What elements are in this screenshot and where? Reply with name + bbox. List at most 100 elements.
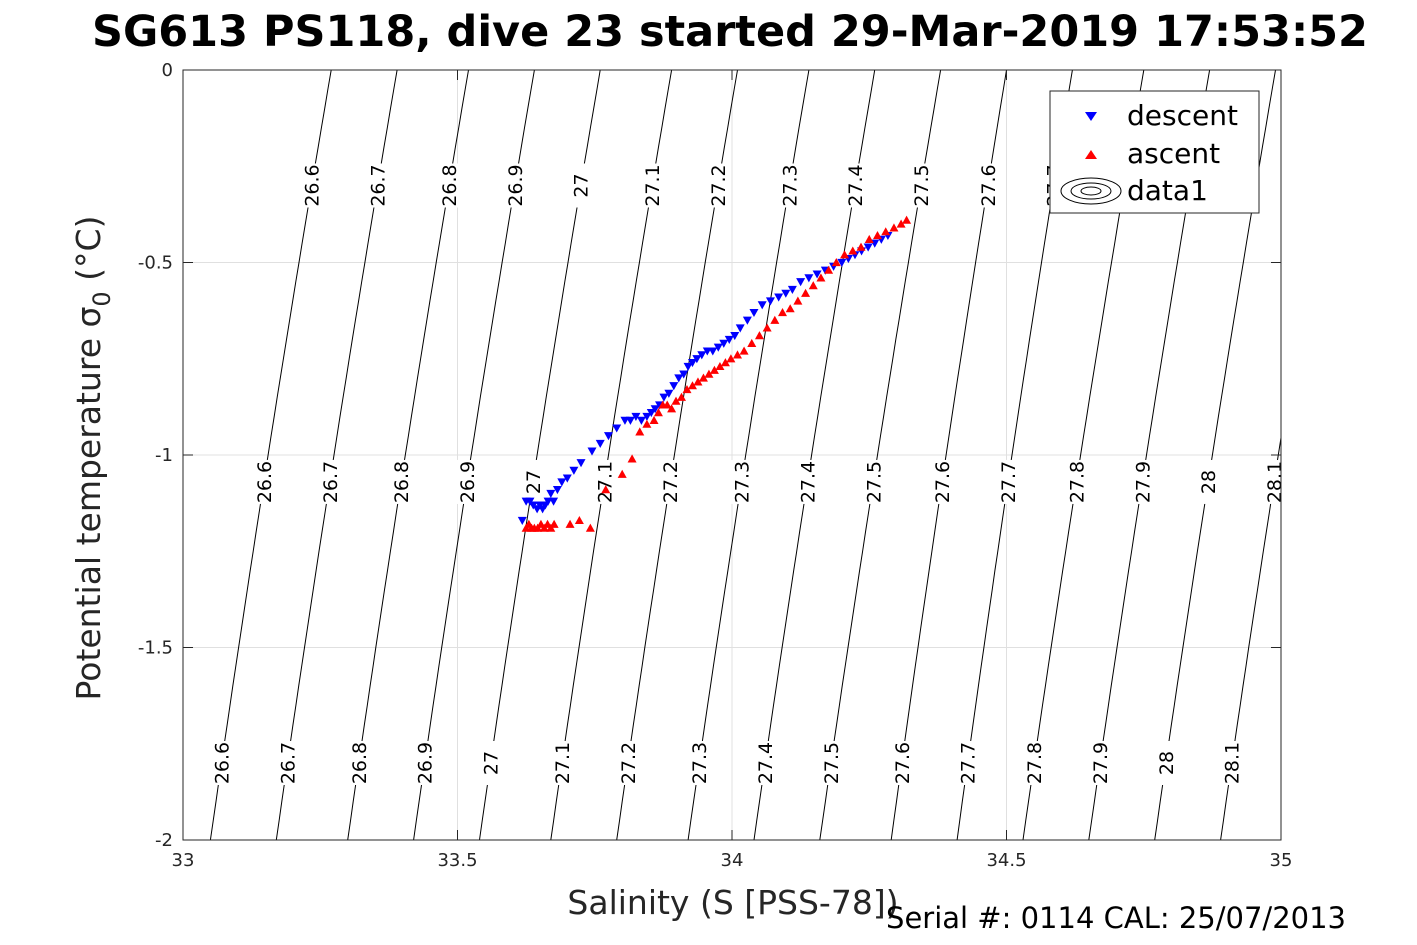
descent-point: [749, 308, 759, 318]
contour-label: 27.1: [642, 164, 664, 206]
contour-label: 27: [571, 173, 593, 197]
x-tick-label: 33: [172, 850, 195, 871]
contour-label: 27.6: [978, 164, 1000, 206]
x-tick-label: 34: [721, 850, 744, 871]
contour-label-bg: [729, 459, 754, 504]
descent-point: [724, 335, 734, 344]
descent-point: [679, 370, 689, 379]
contour-label: 28: [1198, 470, 1220, 494]
contour-label: 27: [523, 470, 545, 494]
ascent-point: [739, 346, 749, 355]
contour-label: 26.6: [212, 742, 234, 784]
ascent-point: [682, 385, 692, 394]
contour-label: 27: [481, 751, 503, 775]
contour-label: 27.5: [911, 164, 933, 206]
y-tick-label: -0.5: [138, 253, 173, 274]
descent-point: [659, 393, 669, 402]
contour-label-bg: [436, 163, 461, 208]
contour-label: 27.2: [618, 742, 640, 784]
descent-point: [687, 359, 697, 368]
contour-label: 27.4: [797, 461, 819, 503]
ascent-point: [642, 419, 652, 428]
y-tick-label: -1.5: [138, 638, 173, 659]
descent-point: [765, 297, 775, 306]
contour-label: 27.3: [732, 461, 754, 503]
descent-point: [517, 516, 527, 525]
descent-point: [804, 274, 814, 283]
contour-label: 27.4: [845, 164, 867, 206]
contour-label-bg: [889, 741, 914, 785]
ascent-point: [881, 227, 891, 236]
descent-point: [692, 355, 702, 364]
contour-label-bg: [909, 163, 934, 208]
contour-label: 27.9: [1090, 742, 1112, 784]
contour-label: 27.2: [660, 461, 682, 503]
legend-contour-icon: [1060, 177, 1122, 205]
legend-descent-marker-icon: [1085, 112, 1097, 121]
contour-label-bg: [520, 459, 545, 504]
contour-label-bg: [275, 741, 300, 785]
ascent-point: [662, 400, 672, 409]
ascent-point: [816, 273, 826, 282]
chart-title: SG613 PS118, dive 23 started 29-Mar-2019…: [92, 7, 1368, 57]
contour-label-bg: [299, 163, 324, 208]
contour-label-bg: [251, 459, 276, 504]
contour-label: 26.9: [415, 742, 437, 784]
contour-label-bg: [930, 459, 955, 504]
descent-point: [719, 339, 729, 348]
contour-label-bg: [317, 459, 342, 504]
descent-point: [603, 432, 613, 441]
serial-cal-info: Serial #: 0114 CAL: 25/07/2013: [886, 901, 1346, 935]
ascent-point: [601, 485, 611, 494]
contour-label: 27.7: [998, 461, 1020, 503]
y-tick-label: 0: [162, 60, 173, 81]
legend-ascent-label: ascent: [1127, 137, 1220, 170]
contour-label-bg: [843, 163, 868, 208]
contour-label: 26.9: [505, 164, 527, 206]
ascent-point: [762, 323, 772, 332]
contour-label-bg: [705, 163, 730, 208]
contour-label-bg: [455, 459, 480, 504]
contour-label: 27.9: [1132, 461, 1154, 503]
ascent-point: [770, 315, 780, 324]
contour-label-bg: [995, 459, 1020, 504]
ascent-point: [715, 361, 725, 371]
contour-label-bg: [592, 459, 617, 504]
contour-label: 27.7: [958, 742, 980, 784]
contour-label-bg: [365, 163, 390, 208]
y-axis-label-unit: (°C): [69, 216, 108, 292]
contour-label-bg: [1064, 459, 1089, 504]
ascent-point: [676, 392, 686, 401]
contour-label-bg: [1219, 741, 1244, 785]
contour-label: 26.7: [368, 164, 390, 206]
x-axis-label: Salinity (S [PSS-78]): [567, 883, 898, 922]
contour-label-bg: [412, 741, 437, 785]
descent-point: [631, 412, 641, 421]
contour-label: 27.8: [1024, 742, 1046, 784]
ascent-point: [793, 296, 803, 305]
contour-label-bg: [209, 741, 234, 785]
y-tick-label: -2: [155, 830, 173, 851]
ascent-point: [693, 377, 703, 386]
ascent-point: [653, 408, 663, 417]
contour-label-bg: [1130, 459, 1155, 504]
ascent-point: [896, 219, 906, 228]
contour-label: 26.7: [277, 742, 299, 784]
contour-label-bg: [568, 163, 593, 208]
ascent-point: [667, 404, 677, 413]
descent-point: [576, 459, 586, 468]
legend-ascent-marker-icon: [1085, 150, 1097, 159]
ascent-point: [747, 338, 757, 347]
y-axis-label-subscript: 0: [88, 291, 116, 306]
contour-label-bg: [861, 459, 886, 504]
contour-label: 27.3: [779, 164, 801, 206]
contour-label-bg: [1196, 459, 1221, 504]
contour-label-bg: [1087, 741, 1112, 785]
ascent-point: [864, 234, 874, 243]
ascent-point: [778, 308, 788, 317]
contour-label-bg: [640, 163, 665, 208]
ascent-point: [635, 427, 645, 436]
descent-point: [863, 243, 873, 252]
contour-label: 26.6: [254, 461, 276, 503]
